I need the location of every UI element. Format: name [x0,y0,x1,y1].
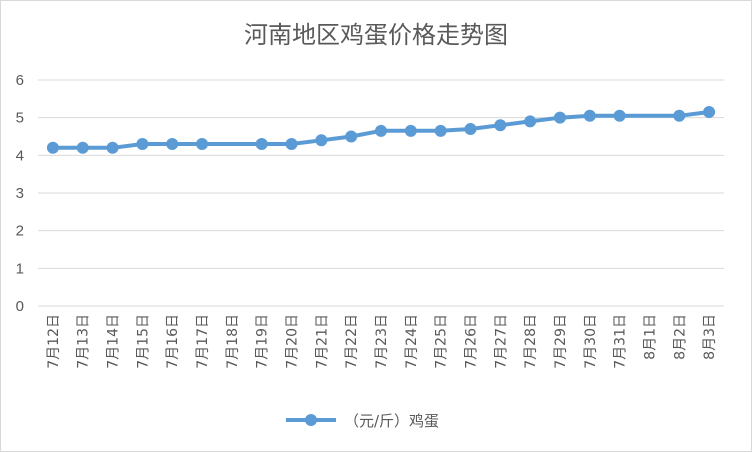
x-tick-label: 7月28日 [523,314,539,369]
series-layer [46,106,716,154]
x-tick-label: 7月29日 [553,314,569,369]
legend-label: （元/斤）鸡蛋 [344,412,439,430]
x-tick-label: 7月14日 [106,314,122,369]
x-tick-label: 7月22日 [344,314,360,369]
x-tick-label: 7月27日 [493,314,509,369]
data-point [673,109,686,122]
data-point [494,119,507,132]
x-tick-label: 7月26日 [463,314,479,369]
data-point [196,138,209,151]
data-point [464,122,477,135]
x-tick-label: 7月20日 [285,314,301,369]
data-point [524,115,537,128]
x-tick-label: 7月19日 [255,314,271,369]
x-tick-label: 7月17日 [195,314,211,369]
x-tick-label: 7月21日 [314,314,330,369]
data-point [166,138,179,151]
legend-marker [305,414,317,426]
data-point [76,141,89,154]
data-point [136,138,149,151]
y-tick-label: 5 [16,110,24,127]
y-tick-label: 4 [16,147,24,164]
y-tick-label: 0 [16,298,24,315]
x-tick-label: 8月1日 [642,314,658,360]
data-point [613,109,626,122]
x-tick-label: 7月30日 [583,314,599,369]
chart-title: 河南地区鸡蛋价格走势图 [244,21,508,49]
x-tick-label: 7月24日 [404,314,420,369]
data-point [583,109,596,122]
data-point [553,111,566,124]
legend: （元/斤）鸡蛋 [286,412,439,430]
x-tick-label: 8月3日 [702,314,718,360]
x-tick-label: 7月25日 [434,314,450,369]
data-point [434,124,447,137]
x-tick-label: 7月13日 [76,314,92,369]
data-point [375,124,387,137]
x-tick-label: 7月12日 [46,314,62,369]
data-point [285,138,298,151]
y-axis-ticks: 0 1 2 3 4 5 6 [16,72,24,315]
x-tick-label: 7月15日 [135,314,151,369]
data-point [404,124,417,137]
y-tick-label: 6 [16,72,24,89]
data-point [345,130,358,143]
x-tick-label: 7月23日 [374,314,390,369]
x-tick-label: 7月16日 [165,314,181,369]
y-tick-label: 3 [16,185,24,202]
data-point [255,138,268,151]
x-axis-ticks: 7月12日 7月13日 7月14日 7月15日 7月16日 7月17日 7月18日 7月19日… [46,314,718,369]
data-point [703,106,716,119]
data-point [315,134,328,147]
x-tick-label: 7月31日 [613,314,629,369]
data-point [106,141,119,154]
x-tick-label: 7月18日 [225,314,241,369]
y-tick-label: 1 [16,260,24,277]
y-tick-label: 2 [16,223,24,240]
x-tick-label: 8月2日 [672,314,688,360]
data-point [46,141,59,154]
